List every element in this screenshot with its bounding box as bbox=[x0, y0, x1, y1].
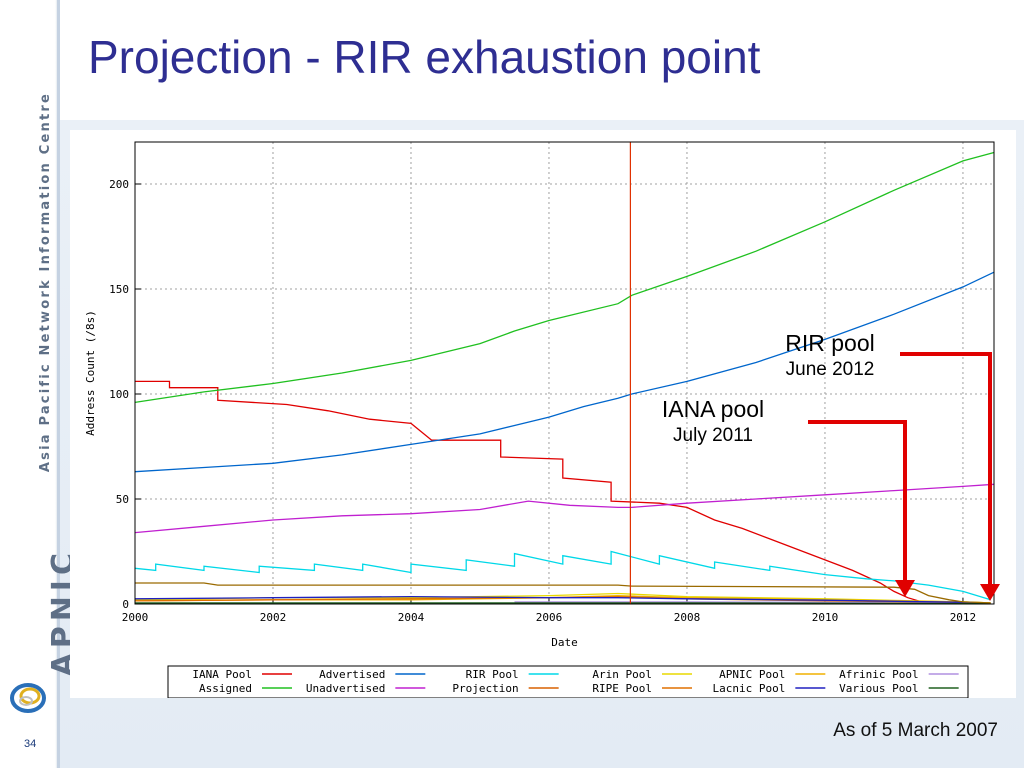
iana-pool-label: IANA pool bbox=[661, 396, 765, 422]
y-tick-label: 0 bbox=[122, 598, 129, 611]
slide-title: Projection - RIR exhaustion point bbox=[88, 31, 761, 83]
series-line bbox=[135, 602, 991, 605]
iana-pool-date: July 2011 bbox=[673, 425, 753, 446]
x-tick-label: 2012 bbox=[950, 611, 977, 624]
legend-label: Various Pool bbox=[839, 682, 918, 695]
swirl-logo-icon bbox=[10, 683, 46, 713]
footnote: As of 5 March 2007 bbox=[833, 720, 998, 741]
rir-pool-label: RIR pool bbox=[785, 330, 875, 356]
series-line bbox=[134, 151, 995, 404]
legend-box bbox=[167, 665, 969, 698]
legend-label: Assigned bbox=[199, 682, 252, 695]
rir-pool-annotation: RIR pool June 2012 bbox=[768, 330, 892, 381]
x-tick-label: 2004 bbox=[398, 611, 425, 624]
rir-pool-date: June 2012 bbox=[785, 359, 875, 380]
legend-label: IANA Pool bbox=[192, 668, 252, 681]
y-tick-label: 200 bbox=[109, 178, 129, 191]
legend-label: RIR Pool bbox=[466, 668, 519, 681]
chart: 0 50 100 150 200 2000 2002 2004 2006 2008 2010 2012… bbox=[70, 130, 1016, 698]
legend-label: Arin Pool bbox=[592, 668, 652, 681]
x-tick-label: 2008 bbox=[674, 611, 701, 624]
y-tick-label: 150 bbox=[109, 283, 129, 296]
org-name: Asia Pacific Network Information Centre bbox=[38, 92, 53, 473]
plot-frame bbox=[134, 141, 995, 605]
series-line bbox=[134, 595, 991, 605]
series-line bbox=[134, 271, 995, 473]
legend-label: Afrinic Pool bbox=[839, 668, 918, 681]
legend-label: Unadvertised bbox=[306, 682, 385, 695]
y-tick-label: 50 bbox=[116, 493, 129, 506]
y-tick-label: 100 bbox=[109, 388, 129, 401]
x-tick-label: 2010 bbox=[812, 611, 839, 624]
legend-label: APNIC Pool bbox=[719, 668, 785, 681]
series-line bbox=[135, 582, 991, 604]
sidebar-rule bbox=[57, 0, 60, 768]
page-number: 34 bbox=[24, 738, 37, 750]
iana-pool-annotation: IANA pool July 2011 bbox=[645, 396, 781, 447]
y-axis-label: Address Count (/8s) bbox=[84, 310, 97, 436]
legend-label: RIPE Pool bbox=[592, 682, 652, 695]
legend-label: Advertised bbox=[319, 668, 385, 681]
x-tick-label: 2002 bbox=[260, 611, 287, 624]
series-line bbox=[134, 550, 991, 601]
x-tick-label: 2006 bbox=[536, 611, 563, 624]
sidebar: Asia Pacific Network Information Centre … bbox=[0, 0, 81, 768]
x-axis-label: Date bbox=[551, 636, 578, 649]
legend-label: Projection bbox=[452, 682, 518, 695]
legend-label: Lacnic Pool bbox=[712, 682, 785, 695]
x-tick-label: 2000 bbox=[122, 611, 149, 624]
